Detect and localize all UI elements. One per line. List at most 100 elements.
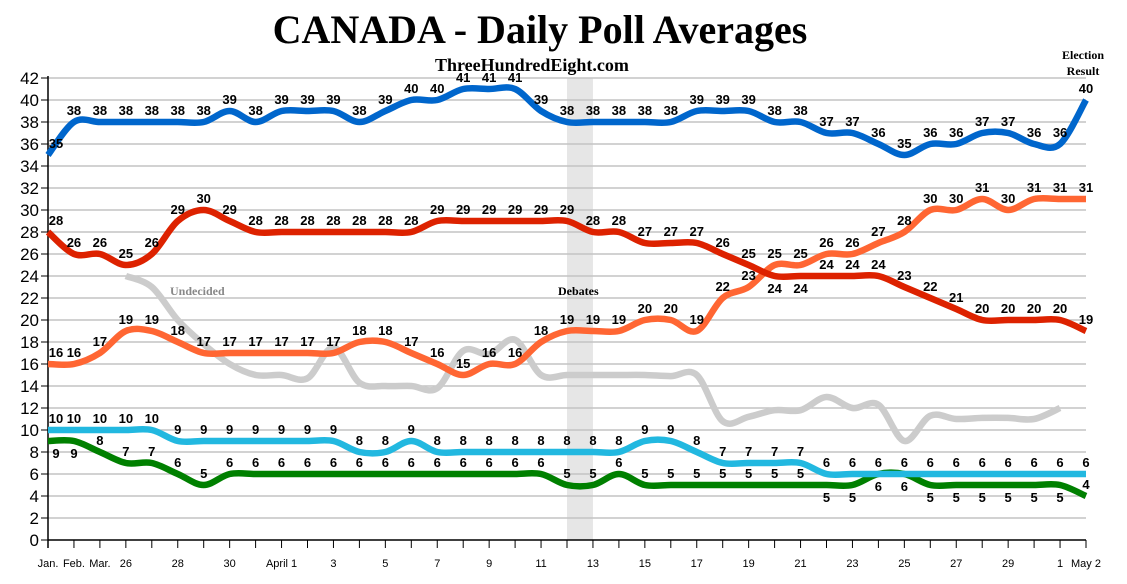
y-tick-label: 20 bbox=[20, 311, 39, 330]
data-label-green: 5 bbox=[641, 466, 648, 481]
x-tick-label: 26 bbox=[120, 558, 132, 570]
data-label-blue: 38 bbox=[352, 103, 366, 118]
data-label-red: 28 bbox=[352, 213, 366, 228]
data-label-green: 6 bbox=[615, 455, 622, 470]
data-label-green: 6 bbox=[174, 455, 181, 470]
data-label-blue: 38 bbox=[145, 103, 159, 118]
data-label-orange: 27 bbox=[871, 224, 885, 239]
x-tick-label: May 2 bbox=[1071, 558, 1101, 570]
data-label-red: 28 bbox=[248, 213, 262, 228]
data-label-green: 6 bbox=[304, 455, 311, 470]
data-label-lightblue: 9 bbox=[667, 422, 674, 437]
x-tick-label: Jan. bbox=[38, 558, 59, 570]
data-label-green: 6 bbox=[434, 455, 441, 470]
data-label-blue: 39 bbox=[326, 92, 340, 107]
debates-band bbox=[567, 78, 593, 540]
data-label-orange: 18 bbox=[352, 323, 366, 338]
y-tick-label: 36 bbox=[20, 135, 39, 154]
data-label-orange: 17 bbox=[196, 334, 210, 349]
data-label-red: 29 bbox=[222, 202, 236, 217]
data-label-green: 5 bbox=[200, 466, 207, 481]
data-label-red: 21 bbox=[949, 290, 963, 305]
data-label-lightblue: 9 bbox=[226, 422, 233, 437]
data-label-red: 29 bbox=[171, 202, 185, 217]
data-label-blue: 36 bbox=[871, 125, 885, 140]
data-label-blue: 38 bbox=[560, 103, 574, 118]
y-tick-label: 16 bbox=[20, 355, 39, 374]
series-line-undecided bbox=[124, 272, 1062, 445]
data-label-red: 24 bbox=[871, 257, 886, 272]
y-tick-label: 14 bbox=[20, 377, 39, 396]
data-label-red: 24 bbox=[819, 257, 834, 272]
debates-band-layer bbox=[567, 78, 593, 540]
data-label-green: 9 bbox=[52, 446, 59, 461]
data-label-green: 5 bbox=[589, 466, 596, 481]
x-tick-label: April 1 bbox=[266, 558, 297, 570]
x-tick-label: 9 bbox=[486, 558, 492, 570]
data-label-orange: 18 bbox=[171, 323, 185, 338]
data-label-lightblue: 9 bbox=[200, 422, 207, 437]
data-label-blue: 38 bbox=[612, 103, 626, 118]
data-label-red: 29 bbox=[534, 202, 548, 217]
data-label-orange: 17 bbox=[274, 334, 288, 349]
data-label-orange: 17 bbox=[326, 334, 340, 349]
data-label-green: 6 bbox=[252, 455, 259, 470]
series-line-red bbox=[45, 206, 1088, 334]
data-label-red: 29 bbox=[482, 202, 496, 217]
data-label-lightblue: 9 bbox=[330, 422, 337, 437]
data-label-blue: 35 bbox=[897, 136, 911, 151]
data-label-green: 6 bbox=[460, 455, 467, 470]
data-label-blue: 36 bbox=[923, 125, 937, 140]
data-label-red: 24 bbox=[793, 281, 808, 296]
data-label-orange: 26 bbox=[819, 235, 833, 250]
data-label-green: 5 bbox=[667, 466, 674, 481]
y-tick-label: 22 bbox=[20, 289, 39, 308]
data-label-blue: 39 bbox=[300, 92, 314, 107]
data-label-red: 26 bbox=[93, 235, 107, 250]
data-label-green: 5 bbox=[719, 466, 726, 481]
data-label-green: 5 bbox=[927, 490, 934, 505]
y-tick-label: 28 bbox=[20, 223, 39, 242]
chart-subtitle: ThreeHundredEight.com bbox=[435, 55, 629, 75]
data-label-blue: 39 bbox=[222, 92, 236, 107]
data-label-orange: 25 bbox=[793, 246, 807, 261]
data-label-lightblue: 6 bbox=[927, 455, 934, 470]
data-label-red: 27 bbox=[664, 224, 678, 239]
data-label-red: 26 bbox=[145, 235, 159, 250]
data-label-blue: 38 bbox=[67, 103, 81, 118]
y-tick-label: 10 bbox=[20, 421, 39, 440]
data-label-lightblue: 9 bbox=[174, 422, 181, 437]
data-label-orange: 31 bbox=[1079, 180, 1093, 195]
data-label-red: 30 bbox=[196, 191, 210, 206]
data-label-blue: 37 bbox=[845, 114, 859, 129]
data-label-green: 4 bbox=[1082, 477, 1090, 492]
data-label-orange: 17 bbox=[222, 334, 236, 349]
data-label-lightblue: 6 bbox=[875, 455, 882, 470]
data-label-orange: 23 bbox=[741, 268, 755, 283]
data-label-green: 5 bbox=[771, 466, 778, 481]
x-tick-label: 17 bbox=[691, 558, 703, 570]
x-tick-label: 21 bbox=[794, 558, 806, 570]
election-result-line1: Election bbox=[1062, 48, 1104, 62]
data-label-orange: 18 bbox=[534, 323, 548, 338]
data-label-lightblue: 6 bbox=[1082, 455, 1089, 470]
x-tick-label: 29 bbox=[1002, 558, 1014, 570]
data-label-orange: 19 bbox=[690, 312, 704, 327]
data-label-blue: 38 bbox=[171, 103, 185, 118]
data-label-lightblue: 6 bbox=[823, 455, 830, 470]
data-labels: 35 28 16 10 9 38 26 16 10 9 38 26 17 10 8 38 25 19 10 7 38 26… bbox=[49, 70, 1093, 505]
data-label-blue: 38 bbox=[793, 103, 807, 118]
data-label-red: 28 bbox=[404, 213, 418, 228]
x-tick-label: 13 bbox=[587, 558, 599, 570]
data-label-blue: 41 bbox=[482, 70, 496, 85]
data-label-blue: 41 bbox=[456, 70, 470, 85]
y-tick-label: 2 bbox=[30, 509, 39, 528]
data-label-blue: 38 bbox=[664, 103, 678, 118]
data-label-blue: 38 bbox=[119, 103, 133, 118]
data-label-blue: 39 bbox=[274, 92, 288, 107]
data-label-blue: 37 bbox=[1001, 114, 1015, 129]
data-label-lightblue: 8 bbox=[537, 433, 544, 448]
data-label-red: 28 bbox=[274, 213, 288, 228]
data-label-lightblue: 7 bbox=[719, 444, 726, 459]
data-label-lightblue: 8 bbox=[589, 433, 596, 448]
